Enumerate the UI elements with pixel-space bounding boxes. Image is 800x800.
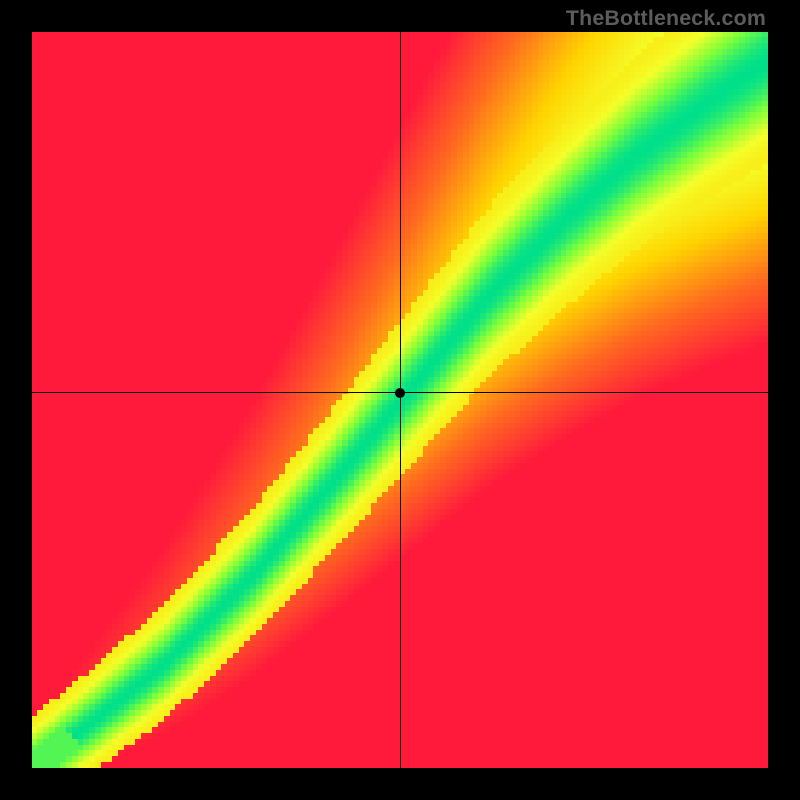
heatmap-canvas [32,32,768,768]
outer-frame: TheBottleneck.com [0,0,800,800]
plot-area [32,32,768,768]
watermark-text: TheBottleneck.com [566,6,766,31]
